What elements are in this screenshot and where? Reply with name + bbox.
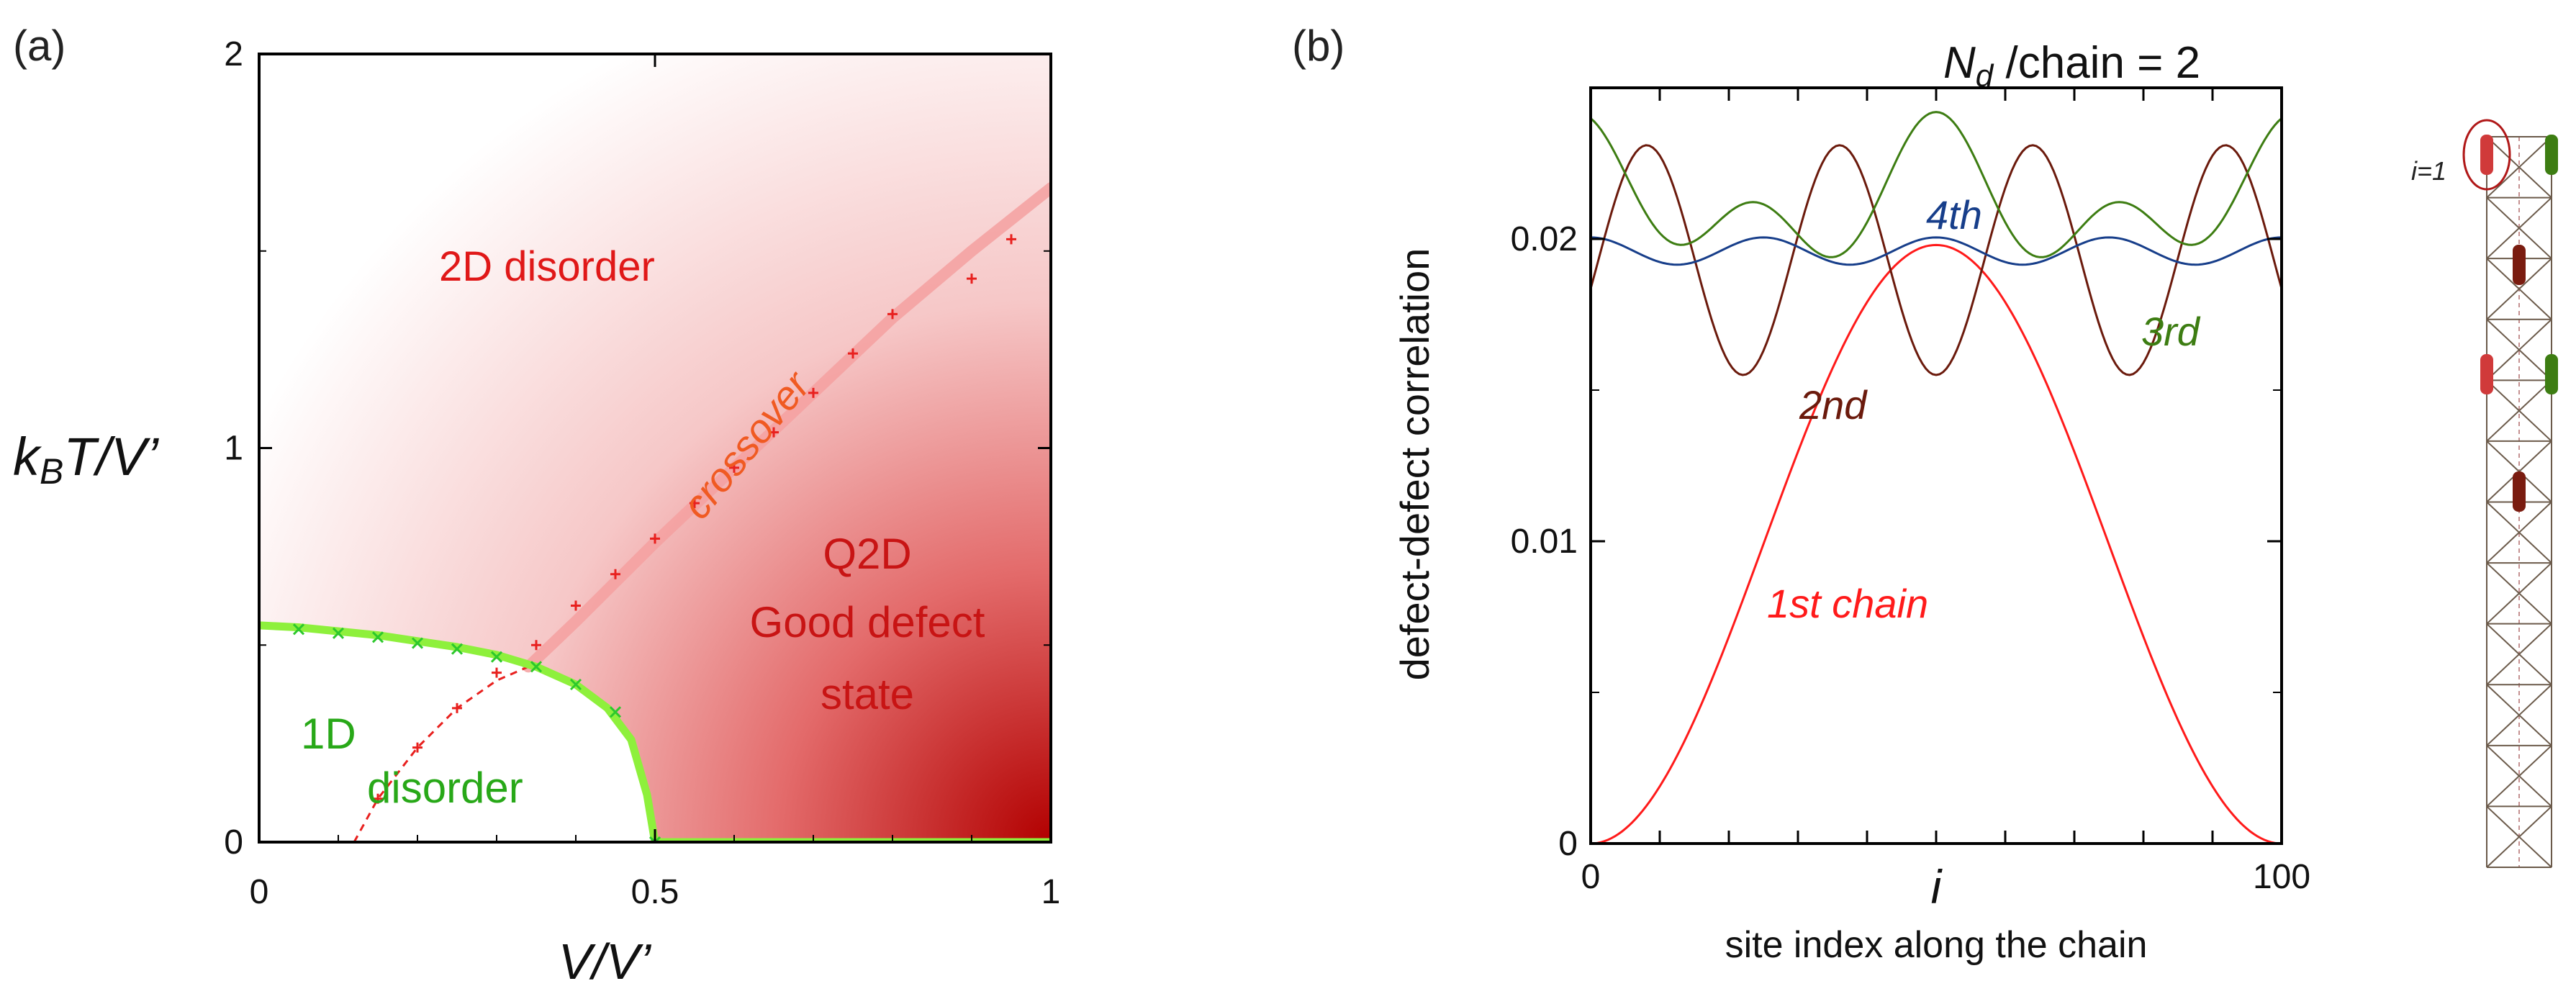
phase-boundary-marker-2 bbox=[371, 631, 384, 643]
crossover-marker-4 bbox=[531, 640, 541, 651]
defect-marker-dark-2 bbox=[2513, 471, 2526, 512]
lattice-diag bbox=[2486, 319, 2552, 381]
lattice-diag bbox=[2486, 805, 2552, 868]
series-line-1 bbox=[1591, 144, 2282, 376]
x-tick-label-a-2: 1 bbox=[1041, 873, 1061, 911]
defect-marker-green-2 bbox=[2545, 354, 2558, 394]
defect-marker-red-2 bbox=[2480, 354, 2493, 394]
series-label-3rd: 3rd bbox=[2141, 309, 2201, 354]
x-tick-label-b-0: 0 bbox=[1581, 858, 1601, 896]
series-line-2 bbox=[1591, 111, 2282, 258]
x-tick-label-a-1: 0.5 bbox=[631, 873, 679, 911]
axis-ticks-a: 0 0.5 1 0 1 2 bbox=[224, 35, 1060, 911]
phase-boundary-marker-8 bbox=[609, 706, 622, 718]
phase-boundary-marker-9 bbox=[648, 836, 661, 842]
phase-boundary-marker-0 bbox=[292, 623, 305, 636]
label-2d-disorder: 2D disorder bbox=[439, 243, 655, 290]
panel-b-title: Nd /chain = 2 bbox=[1943, 38, 2200, 94]
phase-boundary-line bbox=[259, 621, 1051, 842]
x-axis-label-b: site index along the chain bbox=[1725, 924, 2148, 966]
y-axis-label-b: defect-defect correlation bbox=[1392, 248, 1437, 681]
phase-boundary-marker-1 bbox=[332, 627, 345, 639]
inset-site-label: i=1 bbox=[2411, 156, 2446, 186]
phase-boundary-markers bbox=[292, 623, 661, 842]
series-label-4th: 4th bbox=[1926, 192, 1982, 238]
phase-diagram-panel: (a) 0 0.5 1 0 1 2 2D disorder Q2D Good defect… bbox=[13, 22, 1060, 990]
crossover-marker-14 bbox=[967, 274, 977, 284]
lattice-diag bbox=[2486, 196, 2552, 259]
crossover-dashed-line bbox=[353, 666, 529, 842]
phase-boundary-marker-5 bbox=[490, 651, 503, 663]
lattice-diag bbox=[2486, 136, 2552, 199]
crossover-marker-10 bbox=[769, 427, 779, 438]
y-tick-label-a-0: 0 bbox=[224, 823, 243, 862]
crossover-marker-6 bbox=[610, 569, 620, 579]
phase-boundary-marker-7 bbox=[569, 678, 582, 691]
panel-label-b: (b) bbox=[1292, 22, 1345, 70]
label-state: state bbox=[821, 670, 914, 718]
lattice-diag bbox=[2486, 623, 2552, 685]
chain-lattice-inset bbox=[2462, 119, 2558, 868]
defect-marker-dark-1 bbox=[2513, 245, 2526, 285]
label-1d-disorder: disorder bbox=[367, 764, 523, 812]
x-axis-label-a: V/V’ bbox=[559, 934, 652, 990]
y-tick-label-b-1: 0.01 bbox=[1511, 523, 1578, 561]
phase-boundary-marker-4 bbox=[451, 643, 464, 655]
defect-marker-green-1 bbox=[2545, 135, 2558, 175]
lattice-diag bbox=[2486, 562, 2552, 625]
y-axis-label-a: kBT/V’ bbox=[13, 427, 159, 492]
y-tick-label-b-2: 0.02 bbox=[1511, 220, 1578, 258]
crossover-marker-5 bbox=[571, 600, 581, 611]
lattice-diag bbox=[2486, 745, 2552, 808]
label-q2d: Q2D bbox=[823, 530, 911, 578]
crossover-marker-13 bbox=[887, 309, 898, 320]
y-tick-label-a-2: 2 bbox=[224, 35, 243, 73]
phase-boundary-marker-3 bbox=[411, 637, 424, 649]
series-label-1st: 1st chain bbox=[1767, 581, 1928, 626]
crossover-marker-9 bbox=[729, 462, 739, 473]
crossover-marker-0 bbox=[373, 793, 383, 804]
series-line-0 bbox=[1591, 243, 2282, 844]
crossover-marker-3 bbox=[492, 667, 502, 678]
defect-marker-red-1 bbox=[2480, 135, 2493, 175]
panel-label-a: (a) bbox=[13, 22, 65, 70]
x-tick-label-b-1: 100 bbox=[2253, 858, 2310, 896]
crossover-marker-7 bbox=[650, 533, 660, 544]
lattice-diag bbox=[2486, 501, 2552, 564]
site-one-highlight-circle bbox=[2462, 119, 2511, 191]
y-tick-label-b-0: 0 bbox=[1558, 825, 1578, 863]
lattice-diag bbox=[2486, 684, 2552, 746]
label-1d: 1D bbox=[301, 710, 356, 758]
crossover-markers bbox=[373, 234, 1016, 804]
lattice-diag bbox=[2486, 258, 2552, 320]
y-tick-label-a-1: 1 bbox=[224, 430, 243, 468]
axis-ticks-b: 0 100 0 0.01 0.02 bbox=[1511, 88, 2310, 896]
crossover-marker-8 bbox=[690, 498, 700, 509]
correlation-curves bbox=[1591, 111, 2282, 844]
correlation-panel: (b) Nd /chain = 2 0 100 0 0.01 0.02 1st chai… bbox=[1292, 22, 2558, 966]
crossover-marker-2 bbox=[452, 702, 462, 713]
x-axis-symbol-b: i bbox=[1931, 860, 1943, 913]
crossover-marker-1 bbox=[412, 742, 422, 753]
crossover-marker-11 bbox=[808, 387, 818, 398]
x-tick-label-a-0: 0 bbox=[250, 873, 269, 911]
lattice-diag bbox=[2486, 379, 2552, 442]
phase-boundary-marker-6 bbox=[530, 661, 543, 673]
series-line-3 bbox=[1591, 236, 2282, 266]
label-good-defect: Good defect bbox=[750, 598, 985, 646]
series-label-2nd: 2nd bbox=[1799, 382, 1868, 428]
crossover-marker-12 bbox=[848, 348, 858, 359]
crossover-marker-15 bbox=[1006, 234, 1016, 245]
